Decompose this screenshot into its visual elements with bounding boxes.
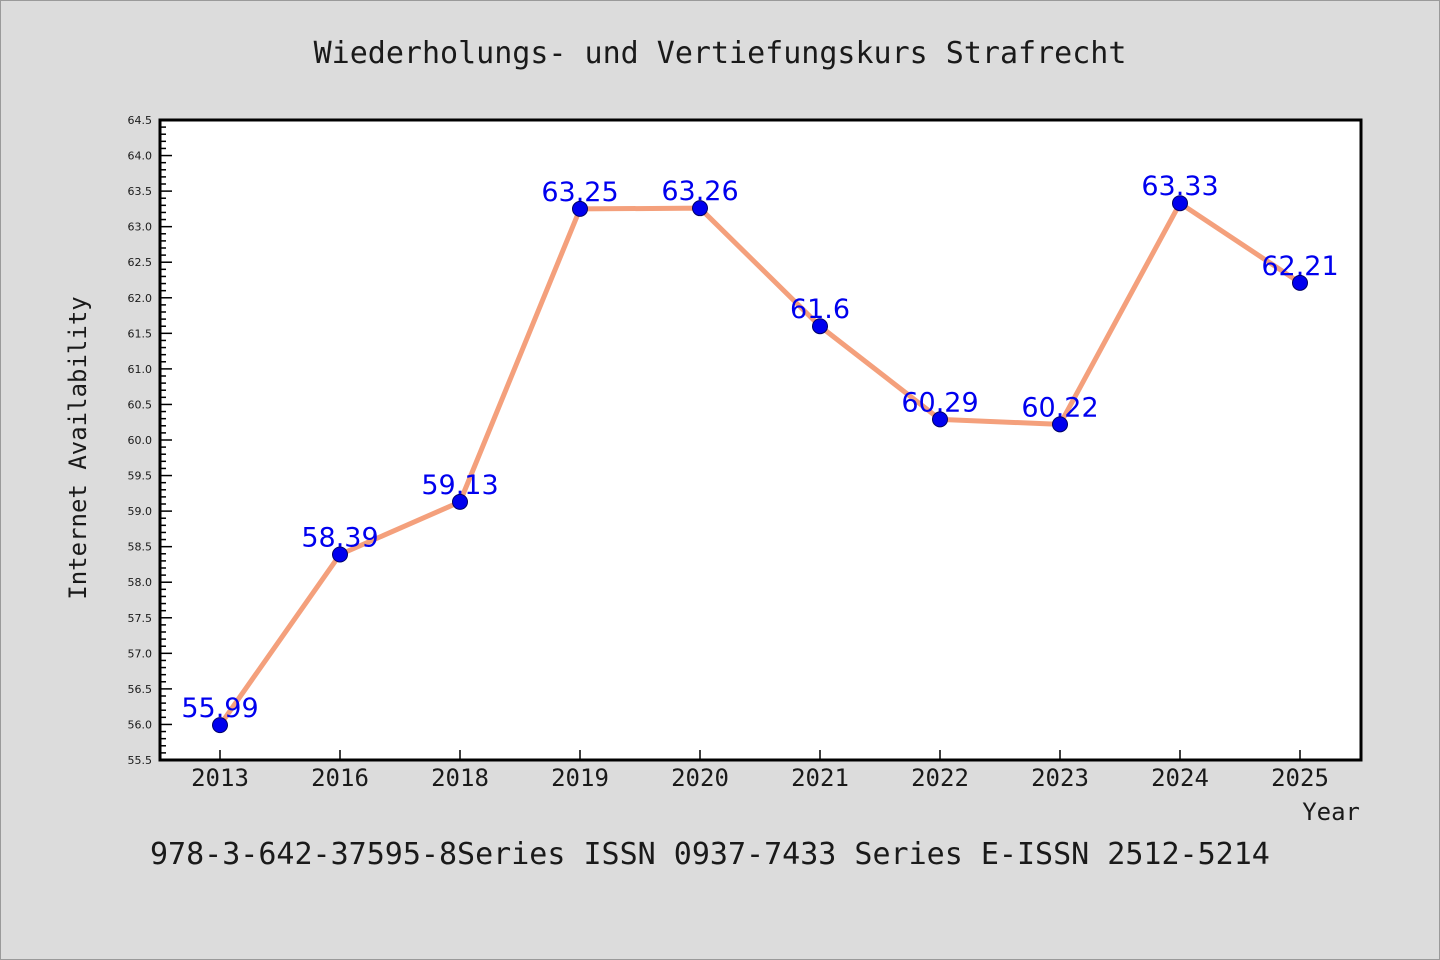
data-point (812, 318, 828, 335)
y-tick-label: 58.0 (128, 576, 153, 589)
data-point (452, 493, 468, 510)
y-tick-label: 55.5 (128, 754, 153, 767)
y-tick-label: 63.0 (128, 221, 153, 234)
y-tick-label: 61.5 (128, 327, 153, 340)
y-tick-label: 59.0 (128, 505, 153, 518)
y-tick-label: 59.5 (128, 470, 153, 483)
x-tick-label: 2016 (311, 764, 369, 792)
series-line (217, 200, 1303, 728)
x-tick-label: 2023 (1031, 764, 1089, 792)
y-tick-label: 63.5 (128, 185, 153, 198)
y-tick-label: 56.0 (128, 718, 153, 731)
data-point (1292, 274, 1308, 291)
data-point (932, 411, 948, 428)
y-tick-label: 61.0 (128, 363, 153, 376)
data-label: 63.26 (661, 176, 738, 207)
data-label: 63.25 (541, 177, 618, 208)
x-tick-label: 2021 (791, 764, 849, 792)
x-tick-label: 2020 (671, 764, 729, 792)
y-tick-label: 62.0 (128, 292, 153, 305)
x-tick-label: 2022 (911, 764, 969, 792)
y-tick-label: 62.5 (128, 256, 153, 269)
data-point (1172, 195, 1188, 212)
data-point (332, 546, 348, 563)
data-point (1052, 416, 1068, 433)
data-point (692, 200, 708, 217)
y-tick-label: 58.5 (128, 541, 153, 554)
y-tick-label: 64.0 (128, 150, 153, 163)
data-label: 60.22 (1021, 392, 1098, 423)
data-label: 59.13 (421, 470, 498, 501)
data-point (572, 200, 588, 217)
y-tick-label: 57.0 (128, 647, 153, 660)
data-label: 63.33 (1141, 171, 1218, 202)
x-tick-label: 2013 (191, 764, 249, 792)
y-tick-label: 57.5 (128, 612, 153, 625)
x-tick-label: 2018 (431, 764, 489, 792)
y-tick-label: 64.5 (128, 114, 153, 127)
x-axis-label: Year (1302, 798, 1360, 826)
data-label: 55.99 (181, 693, 258, 724)
y-tick-label: 60.0 (128, 434, 153, 447)
data-label: 61.6 (790, 294, 850, 325)
y-axis-label: Internet Availability (64, 296, 92, 599)
chart-subtitle: 978-3-642-37595-8Series ISSN 0937-7433 S… (150, 837, 1270, 872)
x-tick-label: 2019 (551, 764, 609, 792)
x-tick-label: 2025 (1271, 764, 1329, 792)
data-label: 58.39 (301, 522, 378, 553)
data-point (212, 717, 228, 734)
x-tick-label: 2024 (1151, 764, 1209, 792)
plot-area (158, 118, 1363, 762)
data-label: 60.29 (901, 387, 978, 418)
y-tick-label: 56.5 (128, 683, 153, 696)
y-tick-label: 60.5 (128, 398, 153, 411)
chart-title: Wiederholungs- und Vertiefungskurs Straf… (314, 36, 1127, 71)
data-label: 62.21 (1261, 251, 1338, 282)
